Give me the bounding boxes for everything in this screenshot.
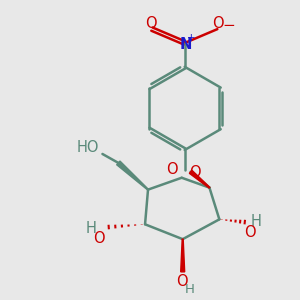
Text: H: H [250,214,261,229]
Polygon shape [117,161,148,190]
Text: +: + [187,33,196,43]
Text: −: − [223,18,236,33]
Text: O: O [145,16,157,31]
Text: O: O [176,274,188,289]
Polygon shape [189,170,210,188]
Text: O: O [93,231,104,246]
Text: H: H [185,283,195,296]
Text: HO: HO [76,140,99,154]
Polygon shape [181,239,185,272]
Text: N: N [179,38,192,52]
Text: H: H [86,221,97,236]
Text: O: O [166,162,178,177]
Text: O: O [244,225,256,240]
Text: O: O [212,16,224,31]
Text: O: O [189,165,200,180]
